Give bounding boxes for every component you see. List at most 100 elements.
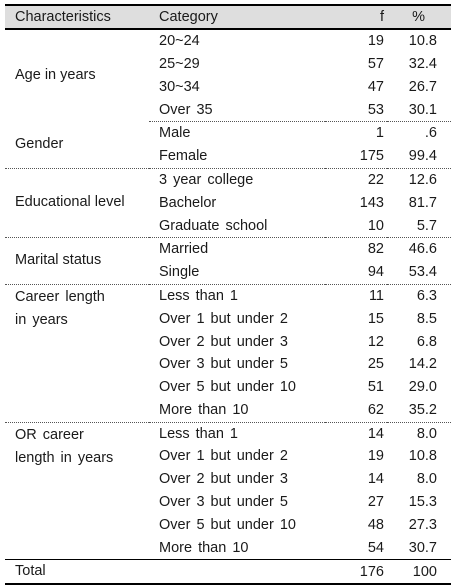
category-cell: Over 5 but under 10 bbox=[159, 379, 296, 396]
category-cell: Over 35 bbox=[149, 98, 325, 123]
frequency-cell: 62 bbox=[325, 398, 387, 423]
percent-cell: 8.0 bbox=[416, 471, 437, 488]
header-characteristics: Characteristics bbox=[5, 4, 149, 30]
table-row: Over 2 but under 3 12 6.8 bbox=[5, 330, 451, 353]
table-row: 25~29 57 32.4 bbox=[5, 53, 451, 76]
frequency-cell: 47 bbox=[367, 78, 384, 95]
category-cell: Over 3 but under 5 bbox=[159, 494, 288, 511]
percent-cell: 14.2 bbox=[408, 356, 437, 373]
table-row: Over 35 53 30.1 bbox=[5, 98, 451, 123]
percent-cell: 81.7 bbox=[408, 194, 437, 211]
group-label-marital: Marital status bbox=[5, 237, 149, 285]
frequency-cell: 82 bbox=[367, 241, 384, 258]
frequency-cell: 12 bbox=[367, 333, 384, 350]
table-row: Bachelor 143 81.7 bbox=[5, 192, 451, 215]
category-cell: 25~29 bbox=[159, 55, 200, 72]
frequency-cell: 19 bbox=[367, 33, 384, 50]
frequency-cell: 143 bbox=[359, 194, 384, 211]
percent-cell: 27.3 bbox=[408, 516, 437, 533]
frequency-cell: 14 bbox=[367, 425, 384, 442]
total-frequency: 176 bbox=[325, 559, 387, 585]
category-cell: Less than 1 bbox=[159, 287, 238, 304]
group-label-gender: Gender bbox=[5, 121, 149, 169]
group-label-career-length: Career length in years bbox=[5, 284, 149, 423]
frequency-cell: 22 bbox=[367, 171, 384, 188]
percent-cell: 6.8 bbox=[416, 333, 437, 350]
frequency-cell: 175 bbox=[325, 144, 387, 169]
total-category-cell bbox=[149, 559, 325, 585]
category-cell: Single bbox=[149, 260, 325, 285]
frequency-cell: 11 bbox=[368, 287, 384, 304]
percent-cell: 46.6 bbox=[408, 241, 437, 258]
table-row: Female 175 99.4 bbox=[5, 144, 451, 169]
table-row: Graduate school 10 5.7 bbox=[5, 214, 451, 239]
table-row: OR career length in years Less than 1 14… bbox=[5, 422, 451, 465]
header-frequency: f bbox=[325, 4, 387, 30]
table-row: Career length in years Less than 1 11 6.… bbox=[5, 284, 451, 423]
percent-cell: 10.8 bbox=[408, 33, 437, 50]
table-row: Over 5 but under 10 51 29.0 bbox=[5, 376, 451, 399]
category-cell: Over 2 but under 3 bbox=[159, 333, 288, 350]
frequency-cell: 27 bbox=[367, 494, 384, 511]
frequency-cell: 14 bbox=[367, 471, 384, 488]
table-row: Over 2 but under 3 14 8.0 bbox=[5, 468, 451, 491]
frequency-cell: 48 bbox=[367, 516, 384, 533]
frequency-cell: 57 bbox=[367, 55, 384, 72]
table-row: Age in years 20~24 19 10.8 bbox=[5, 29, 451, 83]
frequency-cell: 54 bbox=[367, 539, 384, 556]
frequency-cell: 53 bbox=[325, 98, 387, 123]
category-cell: Over 5 but under 10 bbox=[159, 516, 296, 533]
header-percent: % bbox=[387, 4, 451, 30]
percent-cell: 10.8 bbox=[408, 448, 437, 465]
total-label: Total bbox=[5, 559, 149, 585]
header-category: Category bbox=[149, 4, 325, 30]
category-cell: Over 3 but under 5 bbox=[159, 356, 288, 373]
percent-cell: 99.4 bbox=[387, 144, 451, 169]
category-cell: 30~34 bbox=[159, 78, 200, 95]
category-cell: Over 2 but under 3 bbox=[159, 471, 288, 488]
percent-cell: 8.0 bbox=[416, 425, 437, 442]
category-cell: 20~24 bbox=[159, 33, 200, 50]
table-row: Over 5 but under 10 48 27.3 bbox=[5, 514, 451, 537]
table-row: 30~34 47 26.7 bbox=[5, 76, 451, 99]
percent-cell: 8.5 bbox=[416, 310, 437, 327]
table-row: Gender Male 1 .6 bbox=[5, 121, 451, 169]
percent-cell: 26.7 bbox=[408, 78, 437, 95]
category-cell: Male bbox=[159, 125, 191, 142]
table-row: More than 10 54 30.7 bbox=[5, 537, 451, 560]
category-cell: Over 1 but under 2 bbox=[159, 310, 288, 327]
category-cell: 3 year college bbox=[159, 171, 254, 188]
header-row: Characteristics Category f % bbox=[5, 4, 451, 30]
category-cell: More than 10 bbox=[149, 398, 325, 423]
percent-cell: 12.6 bbox=[408, 171, 437, 188]
percent-cell: 32.4 bbox=[408, 55, 437, 72]
table-row: Over 3 but under 5 27 15.3 bbox=[5, 491, 451, 514]
frequency-cell: 1 bbox=[375, 125, 384, 142]
frequency-cell: 10 bbox=[325, 214, 387, 239]
percent-cell: 29.0 bbox=[408, 379, 437, 396]
frequency-cell: 15 bbox=[367, 310, 384, 327]
percent-cell: .6 bbox=[424, 125, 437, 142]
frequency-cell: 25 bbox=[367, 356, 384, 373]
frequency-cell: 19 bbox=[367, 448, 384, 465]
total-row: Total 176 100 bbox=[5, 559, 451, 585]
demographics-table: Characteristics Category f % Age in year… bbox=[5, 4, 451, 585]
category-cell: Graduate school bbox=[149, 214, 325, 239]
table-row: Single 94 53.4 bbox=[5, 260, 451, 285]
group-label-age: Age in years bbox=[15, 67, 96, 84]
category-cell: Less than 1 bbox=[159, 425, 238, 442]
percent-cell: 35.2 bbox=[387, 398, 451, 423]
category-cell: Married bbox=[159, 241, 209, 258]
table-row: More than 10 62 35.2 bbox=[5, 398, 451, 423]
table-row: Over 1 but under 2 19 10.8 bbox=[5, 445, 451, 468]
percent-cell: 15.3 bbox=[408, 494, 437, 511]
category-cell: More than 10 bbox=[159, 539, 249, 556]
table-row: Over 3 but under 5 25 14.2 bbox=[5, 353, 451, 376]
percent-cell: 5.7 bbox=[387, 214, 451, 239]
percent-cell: 30.1 bbox=[387, 98, 451, 123]
percent-cell: 53.4 bbox=[387, 260, 451, 285]
total-percent: 100 bbox=[387, 559, 451, 585]
table-row: Educational level 3 year college 22 12.6 bbox=[5, 168, 451, 239]
demographics-table-container: Characteristics Category f % Age in year… bbox=[5, 4, 451, 585]
frequency-cell: 94 bbox=[325, 260, 387, 285]
